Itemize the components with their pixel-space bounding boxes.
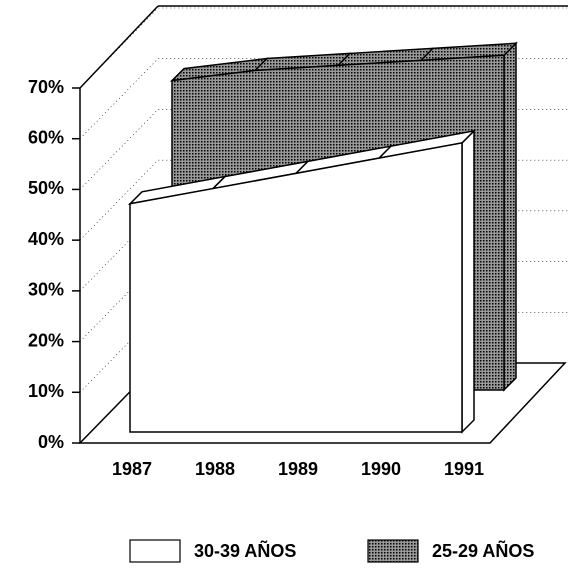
y-tick-label: 10% — [28, 381, 64, 401]
x-tick-label: 1989 — [278, 459, 318, 479]
legend-label: 25-29 AÑOS — [432, 540, 534, 561]
y-tick-label: 40% — [28, 229, 64, 249]
plot — [127, 41, 518, 434]
area — [129, 142, 463, 433]
x-tick-label: 1991 — [444, 459, 484, 479]
legend: 30-39 AÑOS 25-29 AÑOS — [129, 539, 534, 563]
legend-swatch — [129, 539, 181, 563]
y-tick-label: 70% — [28, 77, 64, 97]
legend-swatch — [367, 539, 419, 563]
labels: 0% 10% 20% 30% 40% 50% 60% 70% 1987 1988 1989 1990 1… — [28, 77, 484, 479]
side-face — [503, 41, 517, 392]
legend-label: 30-39 AÑOS — [194, 540, 296, 561]
x-tick-label: 1987 — [112, 459, 152, 479]
side-face — [461, 129, 475, 434]
y-tick-label: 0% — [38, 432, 64, 452]
y-tick-label: 60% — [28, 127, 64, 147]
grid — [72, 7, 568, 444]
y-tick-label: 20% — [28, 330, 64, 350]
y-tick-label: 50% — [28, 178, 64, 198]
x-tick-label: 1990 — [361, 459, 401, 479]
x-tick-label: 1988 — [195, 459, 235, 479]
y-tick-label: 30% — [28, 280, 64, 300]
